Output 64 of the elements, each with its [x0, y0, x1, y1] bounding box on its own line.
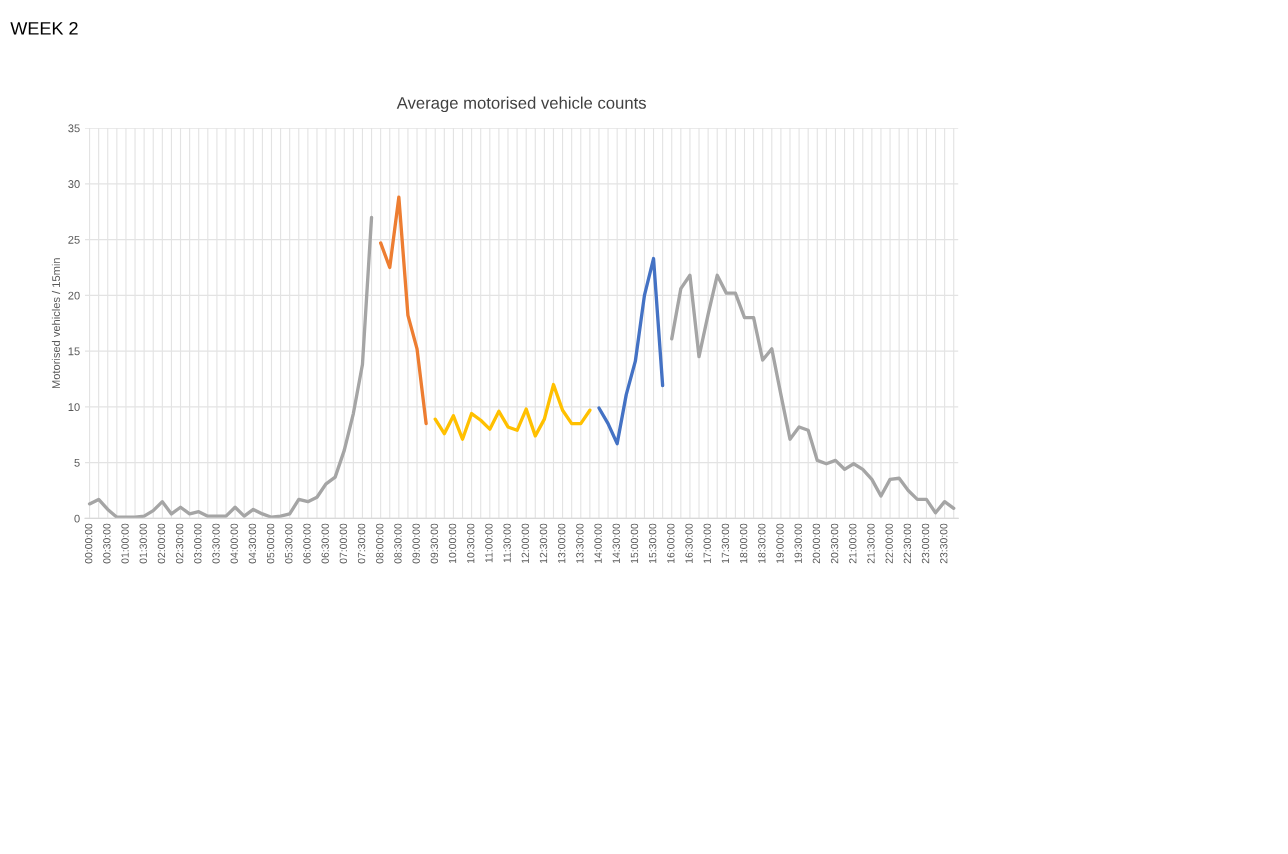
x-tick-label: 03:00:00 [194, 523, 202, 564]
x-tick-label: 01:00:00 [121, 523, 129, 564]
text: WEEK 2 [10, 21, 78, 35]
x-tick-label: 07:00:00 [339, 523, 348, 564]
x-tick-label: 18:30:00 [758, 523, 766, 563]
x-tick-label: 13:30:00 [576, 523, 584, 563]
line-series [87, 215, 374, 519]
x-tick-label: 10:30:00 [467, 523, 475, 563]
x-tick-label: 15:30:00 [648, 523, 657, 563]
x-tick-label: 11:30:00 [503, 523, 511, 563]
x-tick-label: 04:00:00 [230, 523, 238, 564]
x-tick-label: 12:30:00 [539, 523, 548, 563]
x-tick-label: 15:00:00 [630, 523, 639, 563]
line-series [378, 195, 428, 426]
x-tick-label: 02:00:00 [157, 523, 166, 564]
x-tick-label: 23:30:00 [940, 523, 948, 564]
x-tick-label: 06:00:00 [303, 523, 311, 564]
x-tick-label: 22:00:00 [885, 523, 893, 564]
x-tick-label: 14:30:00 [612, 523, 620, 563]
y-tick-label: 10 [68, 403, 80, 412]
x-tick-label: 16:00:00 [667, 523, 675, 563]
y-tick-label: 5 [74, 459, 80, 467]
x-tick-label: 18:00:00 [739, 523, 748, 563]
x-tick-label: 11:00:00 [485, 523, 493, 563]
line-series [597, 256, 665, 446]
y-tick-label: 25 [68, 235, 80, 244]
x-tick-label: 03:30:00 [212, 523, 220, 564]
x-tick-label: 02:30:00 [175, 523, 184, 564]
x-tick-label: 12:00:00 [521, 523, 529, 563]
x-tick-label: 06:30:00 [321, 523, 329, 564]
x-tick-label: 17:00:00 [703, 523, 711, 563]
x-tick-label: 23:00:00 [921, 523, 930, 564]
line-series [433, 382, 592, 441]
x-tick-label: 07:30:00 [357, 523, 366, 564]
x-tick-label: 05:30:00 [285, 523, 293, 564]
x-tick-label: 19:30:00 [794, 523, 802, 563]
x-tick-label: 17:30:00 [721, 523, 730, 563]
x-tick-label: 20:30:00 [830, 523, 839, 564]
x-tick-label: 21:30:00 [867, 523, 875, 564]
y-tick-label: 30 [68, 180, 80, 188]
x-tick-label: 21:00:00 [849, 523, 857, 564]
x-tick-label: 04:30:00 [248, 523, 257, 564]
chart-title: Average motorised vehicle counts [396, 96, 646, 113]
x-tick-label: 20:00:00 [812, 523, 821, 564]
x-tick-label: 13:00:00 [557, 523, 566, 563]
x-tick-label: 09:30:00 [430, 523, 439, 564]
line-series [670, 273, 956, 515]
y-tick-label: 20 [68, 291, 80, 300]
y-axis-title: Motorised vehicles / 15min [51, 258, 61, 389]
y-tick-label: 35 [68, 124, 80, 133]
x-tick-label: 19:00:00 [776, 523, 784, 563]
x-tick-label: 01:30:00 [139, 523, 147, 564]
x-tick-label: 00:30:00 [103, 523, 111, 564]
x-tick-label: 08:30:00 [394, 523, 402, 564]
x-tick-label: 14:00:00 [594, 523, 602, 563]
x-tick-label: 00:00:00 [84, 523, 93, 564]
x-tick-label: 10:00:00 [448, 523, 457, 563]
y-tick-label: 0 [74, 514, 80, 523]
y-tick-label: 15 [68, 347, 80, 356]
x-tick-label: 09:00:00 [412, 523, 420, 564]
x-tick-label: 22:30:00 [903, 523, 912, 564]
x-tick-label: 16:30:00 [685, 523, 693, 563]
x-tick-label: 05:00:00 [266, 523, 275, 564]
x-tick-label: 08:00:00 [376, 523, 384, 564]
